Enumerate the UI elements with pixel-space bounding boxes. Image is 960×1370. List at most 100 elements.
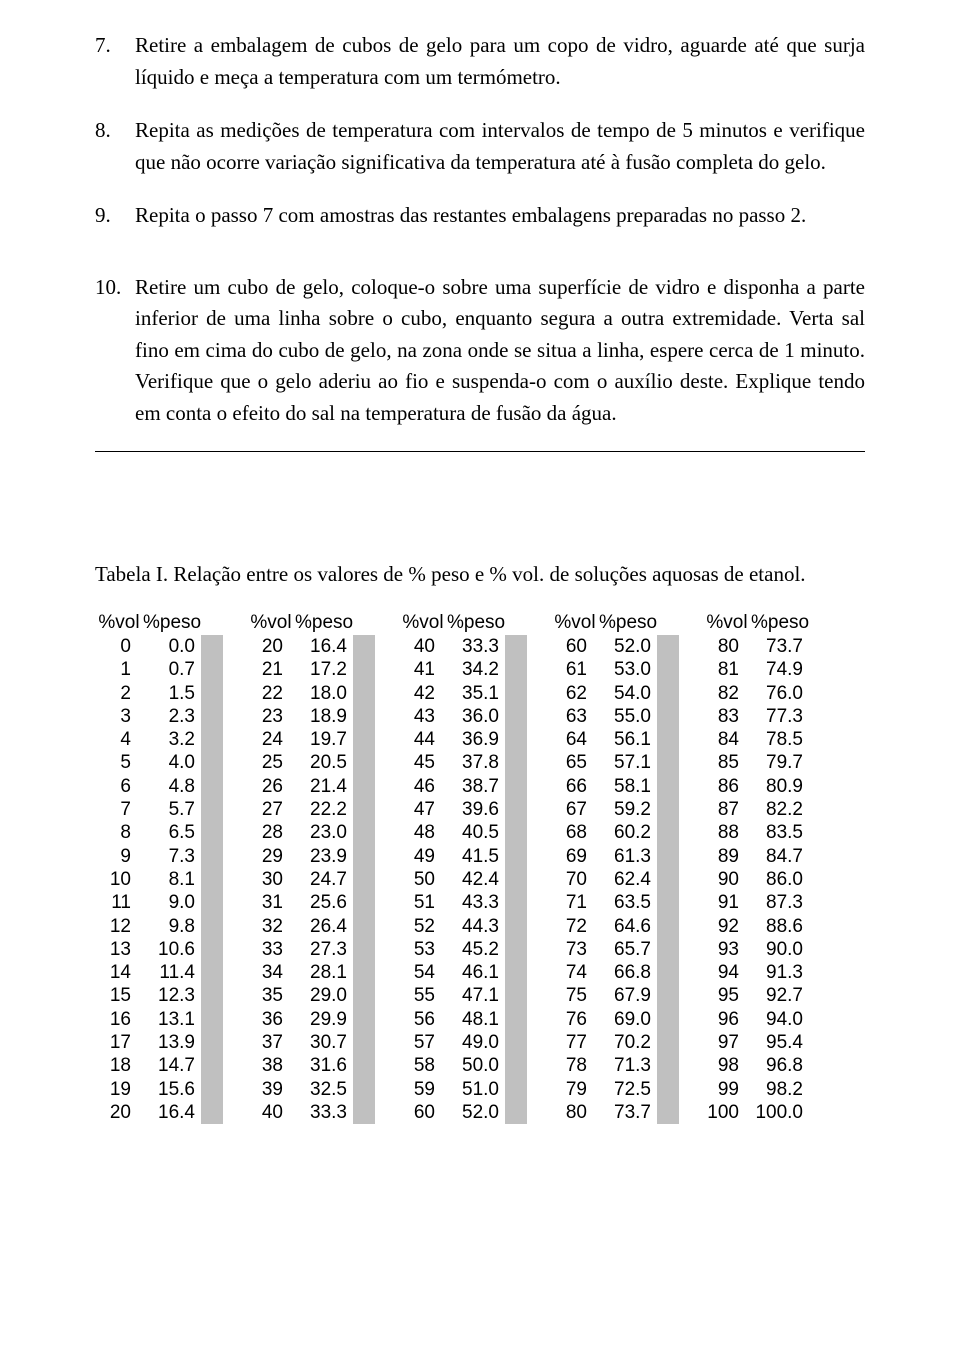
table-cell: 35 [247, 984, 295, 1007]
table-cell: 44.3 [447, 915, 505, 938]
table-cell: 26.4 [295, 915, 353, 938]
table-cell: 39 [247, 1078, 295, 1101]
spacer-cell [353, 775, 375, 798]
table-cell: 3 [95, 705, 143, 728]
table-cell: 43.3 [447, 891, 505, 914]
table-cell: 64.6 [599, 915, 657, 938]
table-cell: 2 [95, 682, 143, 705]
table-cell: 85 [703, 751, 751, 774]
table-cell: 87.3 [751, 891, 809, 914]
spacer-cell [353, 891, 375, 914]
group-gap [375, 611, 399, 1124]
spacer-cell [353, 728, 375, 751]
table-cell: 72 [551, 915, 599, 938]
table-cell: 36.0 [447, 705, 505, 728]
table-cell: 9.8 [143, 915, 201, 938]
table-cell: 77 [551, 1031, 599, 1054]
table-cell: 55.0 [599, 705, 657, 728]
list-number: 8. [95, 115, 135, 178]
table-cell: 22 [247, 682, 295, 705]
table-cell: 31.6 [295, 1054, 353, 1077]
table-cell: 21.4 [295, 775, 353, 798]
spacer-cell [505, 984, 527, 1007]
spacer-cell [657, 635, 679, 658]
spacer-cell [353, 1008, 375, 1031]
table-cell: 80 [703, 635, 751, 658]
table-cell: 43 [399, 705, 447, 728]
table-cell: 10.6 [143, 938, 201, 961]
vol-column: %vol404142434445464748495051525354555657… [399, 611, 447, 1124]
table-cell: 40 [399, 635, 447, 658]
spacer-header [201, 611, 223, 635]
table-cell: 17.2 [295, 658, 353, 681]
table-cell: 9 [95, 845, 143, 868]
table-cell: 24.7 [295, 868, 353, 891]
column-header: %peso [295, 611, 353, 635]
spacer-cell [353, 1101, 375, 1124]
table-cell: 91.3 [751, 961, 809, 984]
table-cell: 73.7 [599, 1101, 657, 1124]
table-cell: 27 [247, 798, 295, 821]
spacer-cell [201, 682, 223, 705]
vol-column: %vol01234567891011121314151617181920 [95, 611, 143, 1124]
table-cell: 21 [247, 658, 295, 681]
table-cell: 68 [551, 821, 599, 844]
table-cell: 83.5 [751, 821, 809, 844]
page: 7.Retire a embalagem de cubos de gelo pa… [0, 0, 960, 1370]
table-cell: 37 [247, 1031, 295, 1054]
vol-column: %vol202122232425262728293031323334353637… [247, 611, 295, 1124]
table-cell: 46.1 [447, 961, 505, 984]
spacer-cell [201, 658, 223, 681]
table-cell: 18.9 [295, 705, 353, 728]
column-header: %vol [247, 611, 295, 635]
table-cell: 29.9 [295, 1008, 353, 1031]
table-cell: 37.8 [447, 751, 505, 774]
list-number: 9. [95, 200, 135, 232]
table-title: Tabela I. Relação entre os valores de % … [95, 562, 865, 587]
column-group: %vol01234567891011121314151617181920%pes… [95, 611, 201, 1124]
table-cell: 58 [399, 1054, 447, 1077]
table-cell: 35.1 [447, 682, 505, 705]
spacer-cell [505, 1078, 527, 1101]
spacer-cell [353, 868, 375, 891]
column-group: %vol202122232425262728293031323334353637… [247, 611, 353, 1124]
column-header: %peso [143, 611, 201, 635]
table-cell: 13.9 [143, 1031, 201, 1054]
table-cell: 99 [703, 1078, 751, 1101]
spacer-cell [201, 635, 223, 658]
table-cell: 91 [703, 891, 751, 914]
spacer-cell [657, 961, 679, 984]
spacer-cell [353, 1078, 375, 1101]
table-cell: 63.5 [599, 891, 657, 914]
table-cell: 88 [703, 821, 751, 844]
table-cell: 73.7 [751, 635, 809, 658]
spacer-cell [657, 821, 679, 844]
table-cell: 28.1 [295, 961, 353, 984]
spacer-cell [657, 845, 679, 868]
spacer-cell [201, 984, 223, 1007]
table-cell: 52.0 [447, 1101, 505, 1124]
list-text: Repita as medições de temperatura com in… [135, 115, 865, 178]
spacer-cell [353, 705, 375, 728]
table-cell: 61.3 [599, 845, 657, 868]
table-cell: 48 [399, 821, 447, 844]
spacer-cell [657, 775, 679, 798]
table-cell: 36.9 [447, 728, 505, 751]
table-cell: 16 [95, 1008, 143, 1031]
spacer-cell [353, 751, 375, 774]
list-number: 10. [95, 272, 135, 430]
table-cell: 34.2 [447, 658, 505, 681]
table-cell: 27.3 [295, 938, 353, 961]
table-cell: 74 [551, 961, 599, 984]
spacer-cell [201, 845, 223, 868]
spacer-cell [505, 938, 527, 961]
spacer-cell [505, 705, 527, 728]
spacer-cell [505, 728, 527, 751]
table-cell: 81 [703, 658, 751, 681]
table-cell: 62.4 [599, 868, 657, 891]
table-cell: 47 [399, 798, 447, 821]
table-cell: 28 [247, 821, 295, 844]
spacer-cell [657, 1031, 679, 1054]
table-cell: 8 [95, 821, 143, 844]
table-cell: 54.0 [599, 682, 657, 705]
